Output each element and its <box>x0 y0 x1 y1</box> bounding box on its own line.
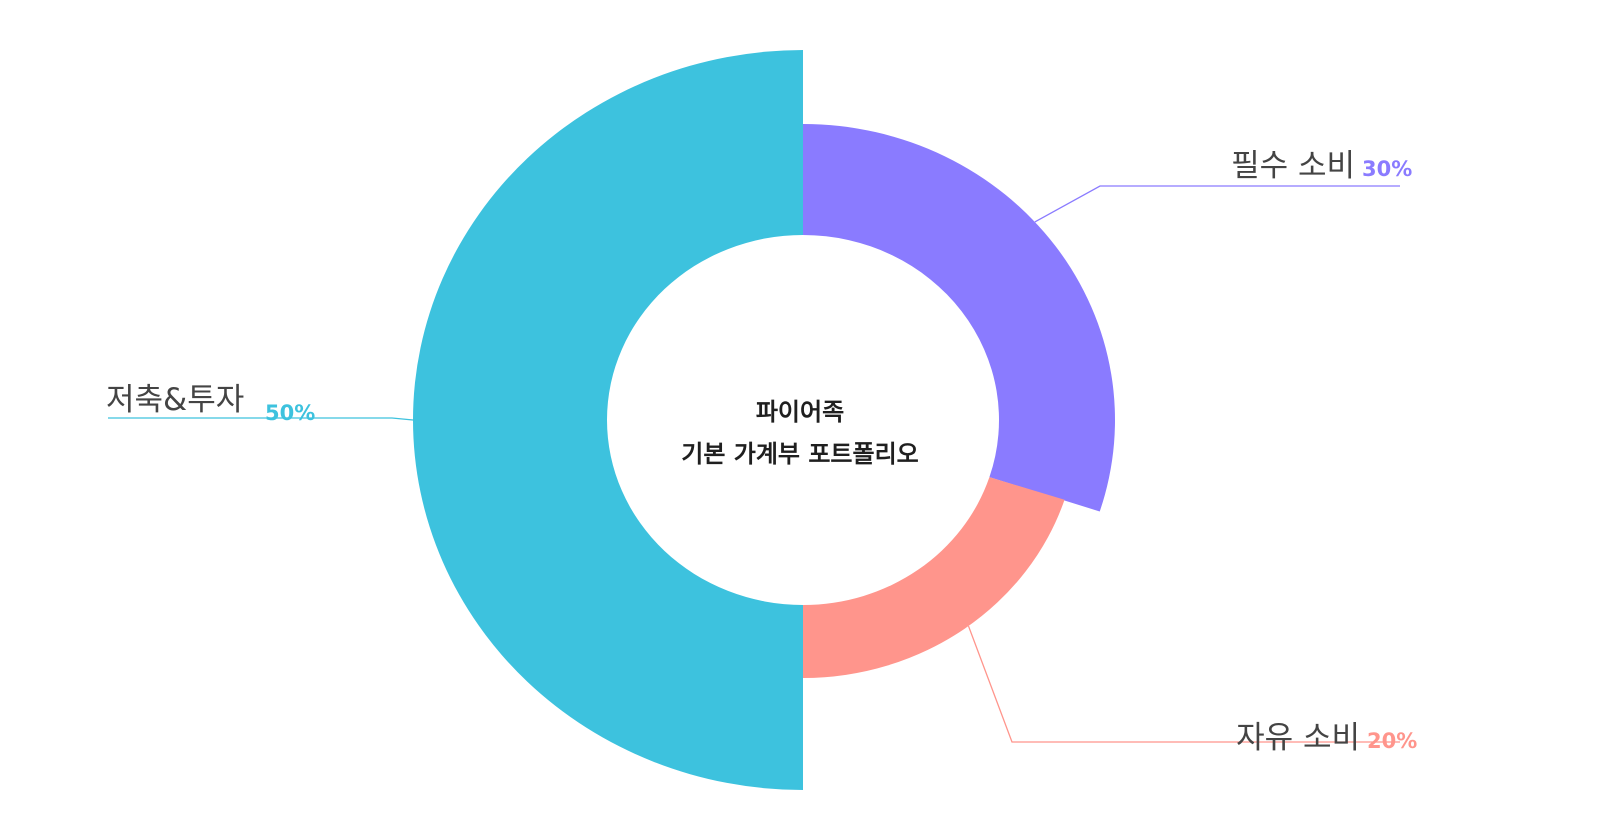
leader-lines <box>108 185 1400 743</box>
slice-savings <box>413 50 803 790</box>
center-title-line-2: 기본 가계부 포트폴리오 <box>681 440 919 468</box>
leader-line-savings <box>108 417 414 421</box>
center-title-line-1: 파이어족 <box>756 398 844 426</box>
slice-label-savings: 저축&투자 <box>106 382 244 418</box>
slice-discretionary <box>803 477 1065 678</box>
leader-line-discretionary <box>967 625 1400 743</box>
slice-essential <box>803 124 1115 512</box>
leader-line-essential <box>1034 185 1400 223</box>
slice-label-discretionary: 자유 소비 <box>1236 720 1360 756</box>
slice-percent-discretionary: 20% <box>1367 729 1417 753</box>
slice-label-essential: 필수 소비 <box>1231 148 1355 184</box>
slice-percent-essential: 30% <box>1362 157 1412 181</box>
slice-percent-savings: 50% <box>265 401 315 425</box>
slices-group <box>413 50 1115 790</box>
